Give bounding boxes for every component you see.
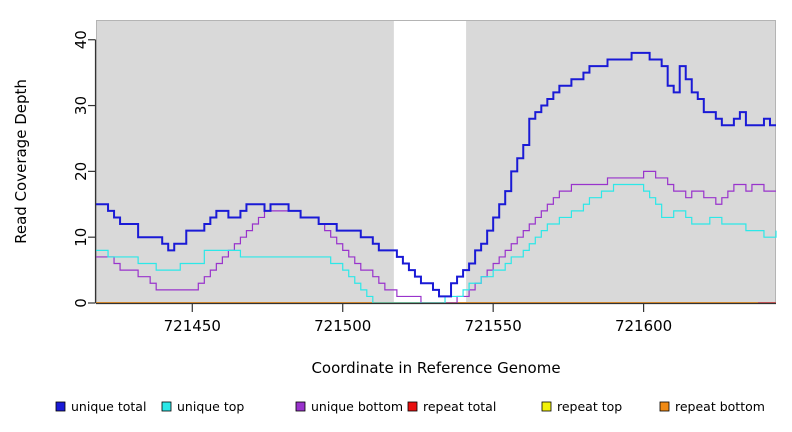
legend: unique total unique top unique bottom repea… [55,399,765,414]
legend-label-unique-total: unique total [71,399,146,414]
legend-swatch-repeat-bottom [659,401,670,412]
y-tick-label: 0 [72,298,90,308]
x-tick-label: 721450 [164,317,221,335]
legend-label-repeat-bottom: repeat bottom [675,399,765,414]
x-tick-label: 721500 [314,317,371,335]
legend-label-unique-top: unique top [177,399,244,414]
x-axis: 721450 721500 721550 721600 [164,304,672,335]
legend-swatch-unique-total [55,401,66,412]
legend-label-repeat-top: repeat top [557,399,622,414]
y-axis-title: Read Coverage Depth [12,79,30,244]
unshaded-region [393,20,467,303]
legend-swatch-unique-bottom [295,401,306,412]
x-tick-label: 721550 [465,317,522,335]
y-tick-label: 40 [72,30,90,49]
series-line-unique-top [96,183,777,304]
legend-label-unique-bottom: unique bottom [311,399,403,414]
legend-label-repeat-total: repeat total [423,399,496,414]
legend-swatch-unique-top [161,401,172,412]
x-tick-label: 721600 [615,317,672,335]
legend-swatch-repeat-top [541,401,552,412]
y-tick-label: 30 [72,96,90,115]
series-line-unique-total [96,51,776,298]
y-tick-label: 20 [72,162,90,181]
y-tick-label: 10 [72,228,90,247]
y-axis: 0 10 20 30 40 [72,30,96,308]
x-axis-title: Coordinate in Reference Genome [311,359,560,377]
legend-swatch-repeat-total [407,401,418,412]
